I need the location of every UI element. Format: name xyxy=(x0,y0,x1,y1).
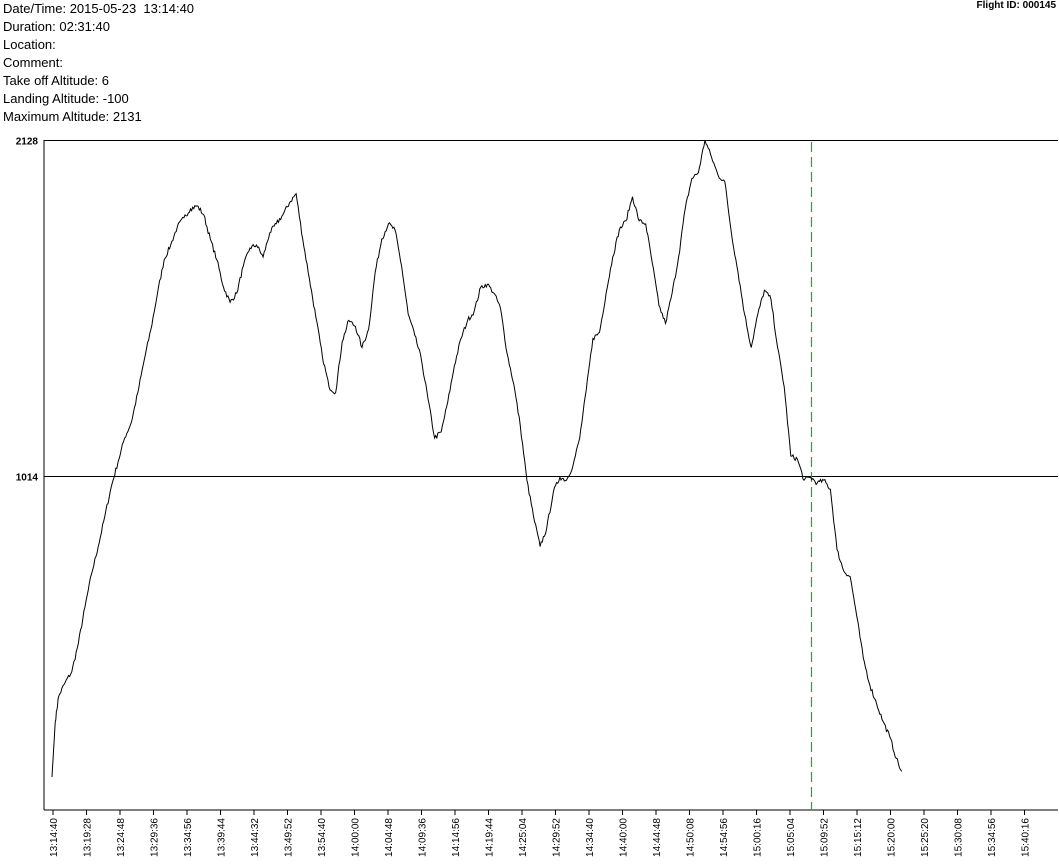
x-tick-label: 14:50:08 xyxy=(686,818,697,857)
x-tick-label: 14:34:40 xyxy=(585,818,596,857)
datetime-text: Date/Time: 2015-05-23 13:14:40 xyxy=(3,1,195,16)
chart-plot xyxy=(51,139,903,810)
x-tick-label: 14:54:56 xyxy=(719,818,730,857)
comment-text: Comment: xyxy=(3,55,63,70)
y-ref-label-2128: 2128 xyxy=(16,137,39,148)
x-tick-labels: 13:14:40 13:19:28 13:24:48 13:29:36 13:34:56… xyxy=(49,810,1032,857)
x-tick-label: 14:19:44 xyxy=(485,818,496,857)
x-tick-label: 13:34:56 xyxy=(183,818,194,857)
y-ref-label-1014: 1014 xyxy=(16,473,39,484)
x-tick-label: 13:19:28 xyxy=(83,818,94,857)
x-tick-label: 15:00:16 xyxy=(753,818,764,857)
x-tick-label: 13:54:40 xyxy=(317,818,328,857)
x-tick-label: 14:29:52 xyxy=(552,818,563,857)
x-tick-label: 14:09:36 xyxy=(418,818,429,857)
x-tick-label: 13:39:44 xyxy=(217,818,228,857)
x-tick-label: 15:15:12 xyxy=(853,818,864,857)
x-tick-label: 13:49:52 xyxy=(284,818,295,857)
x-tick-label: 15:25:20 xyxy=(920,818,931,857)
x-tick-label: 14:25:04 xyxy=(518,818,529,857)
x-tick-label: 14:04:48 xyxy=(384,818,395,857)
x-tick-label: 15:20:00 xyxy=(887,818,898,857)
landing-altitude-text: Landing Altitude: -100 xyxy=(3,91,129,106)
x-tick-label: 15:30:08 xyxy=(954,818,965,857)
takeoff-altitude-text: Take off Altitude: 6 xyxy=(3,73,109,88)
x-tick-label: 13:29:36 xyxy=(150,818,161,857)
duration-text: Duration: 02:31:40 xyxy=(3,19,110,34)
x-tick-label: 14:44:48 xyxy=(652,818,663,857)
x-tick-label: 13:14:40 xyxy=(49,818,60,857)
flight-info-panel: Date/Time: 2015-05-23 13:14:40 Duration:… xyxy=(3,0,194,126)
x-tick-label: 14:00:00 xyxy=(351,818,362,857)
altitude-series-line xyxy=(51,139,903,778)
chart-axes: 2128 1014 xyxy=(16,137,1058,811)
x-tick-label: 15:05:04 xyxy=(786,818,797,857)
x-tick-label: 14:14:56 xyxy=(451,818,462,857)
location-text: Location: xyxy=(3,37,56,52)
x-tick-label: 15:40:16 xyxy=(1021,818,1032,857)
x-tick-label: 14:40:00 xyxy=(619,818,630,857)
x-tick-label: 15:09:52 xyxy=(820,818,831,857)
x-tick-label: 13:44:32 xyxy=(250,818,261,857)
x-tick-label: 15:34:56 xyxy=(987,818,998,857)
flight-id-text: Flight ID: 000145 xyxy=(976,0,1056,11)
max-altitude-text: Maximum Altitude: 2131 xyxy=(3,109,142,124)
x-tick-label: 13:24:48 xyxy=(116,818,127,857)
